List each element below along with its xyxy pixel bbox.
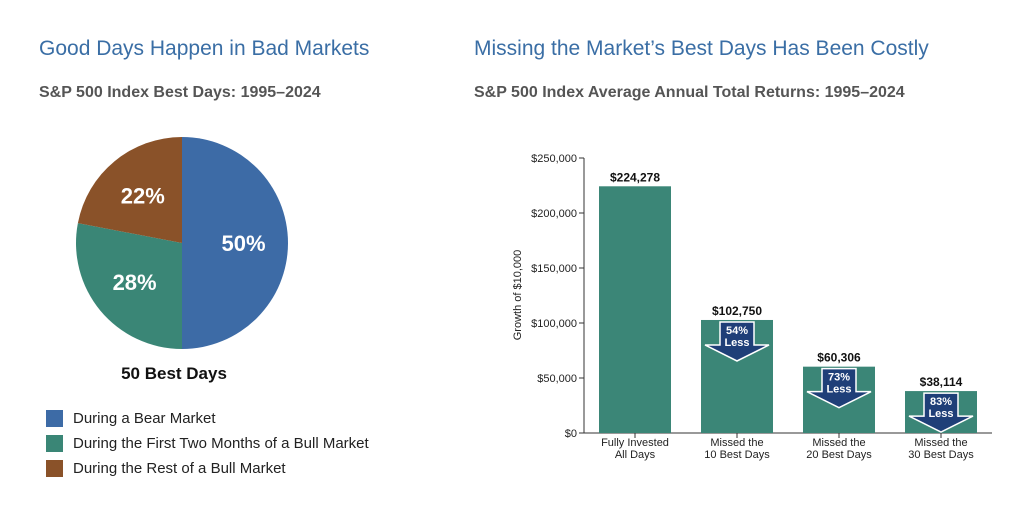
legend-item-bear-market: During a Bear Market	[46, 406, 369, 431]
bar-value-label: $38,114	[920, 375, 963, 389]
left-panel-subtitle: S&P 500 Index Best Days: 1995–2024	[39, 84, 321, 101]
bar	[905, 391, 977, 433]
pie-chart: 50% 28% 22%	[76, 137, 288, 349]
callout-less: Less	[724, 337, 749, 349]
callout-percent: 83%	[930, 396, 952, 408]
callout-less: Less	[826, 384, 851, 396]
y-tick-label: $150,000	[531, 263, 577, 275]
pie-slice-label: 22%	[121, 184, 165, 209]
legend-swatch	[46, 435, 63, 452]
y-tick-label: $100,000	[531, 318, 577, 330]
pie-slice	[77, 137, 182, 243]
callout-less: Less	[928, 408, 953, 420]
pie-slice	[182, 137, 288, 349]
less-arrow-icon	[908, 392, 974, 433]
legend-item-rest-of-bull: During the Rest of a Bull Market	[46, 456, 369, 481]
bar	[599, 186, 671, 433]
x-category-label: All Days	[615, 449, 656, 461]
y-tick-label: $50,000	[537, 373, 577, 385]
x-category-label: Missed the	[914, 437, 967, 449]
bar-value-label: $224,278	[610, 170, 660, 184]
legend-item-first-two-months: During the First Two Months of a Bull Ma…	[46, 431, 369, 456]
pie-caption: 50 Best Days	[121, 364, 227, 383]
x-category-label: 20 Best Days	[806, 449, 872, 461]
y-tick-label: $0	[565, 428, 577, 440]
bar	[803, 366, 875, 433]
x-category-label: Fully Invested	[601, 437, 669, 449]
legend-label: During the Rest of a Bull Market	[73, 460, 286, 477]
pie-legend: During a Bear Market During the First Tw…	[46, 406, 369, 481]
y-axis-label: Growth of $10,000	[512, 250, 524, 341]
callout-percent: 54%	[726, 325, 748, 337]
right-panel-subtitle: S&P 500 Index Average Annual Total Retur…	[474, 84, 905, 101]
pie-slice	[76, 223, 182, 349]
x-category-label: Missed the	[710, 437, 763, 449]
x-category-label: 10 Best Days	[704, 449, 770, 461]
x-category-label: 30 Best Days	[908, 449, 974, 461]
x-category-label: Missed the	[812, 437, 865, 449]
bar	[701, 319, 773, 433]
bar-value-label: $102,750	[712, 304, 762, 318]
bar-value-label: $60,306	[817, 351, 861, 365]
callout-percent: 73%	[828, 372, 850, 384]
y-tick-label: $200,000	[531, 208, 577, 220]
left-panel-title: Good Days Happen in Bad Markets	[39, 37, 370, 60]
less-arrow-icon	[704, 321, 770, 362]
pie-slice-label: 50%	[221, 231, 265, 256]
legend-swatch	[46, 460, 63, 477]
legend-label: During the First Two Months of a Bull Ma…	[73, 435, 369, 452]
legend-label: During a Bear Market	[73, 410, 216, 427]
right-panel-title: Missing the Market’s Best Days Has Been …	[474, 37, 929, 60]
legend-swatch	[46, 410, 63, 427]
y-tick-label: $250,000	[531, 153, 577, 165]
pie-slice-label: 28%	[113, 270, 157, 295]
less-arrow-icon	[806, 367, 872, 409]
